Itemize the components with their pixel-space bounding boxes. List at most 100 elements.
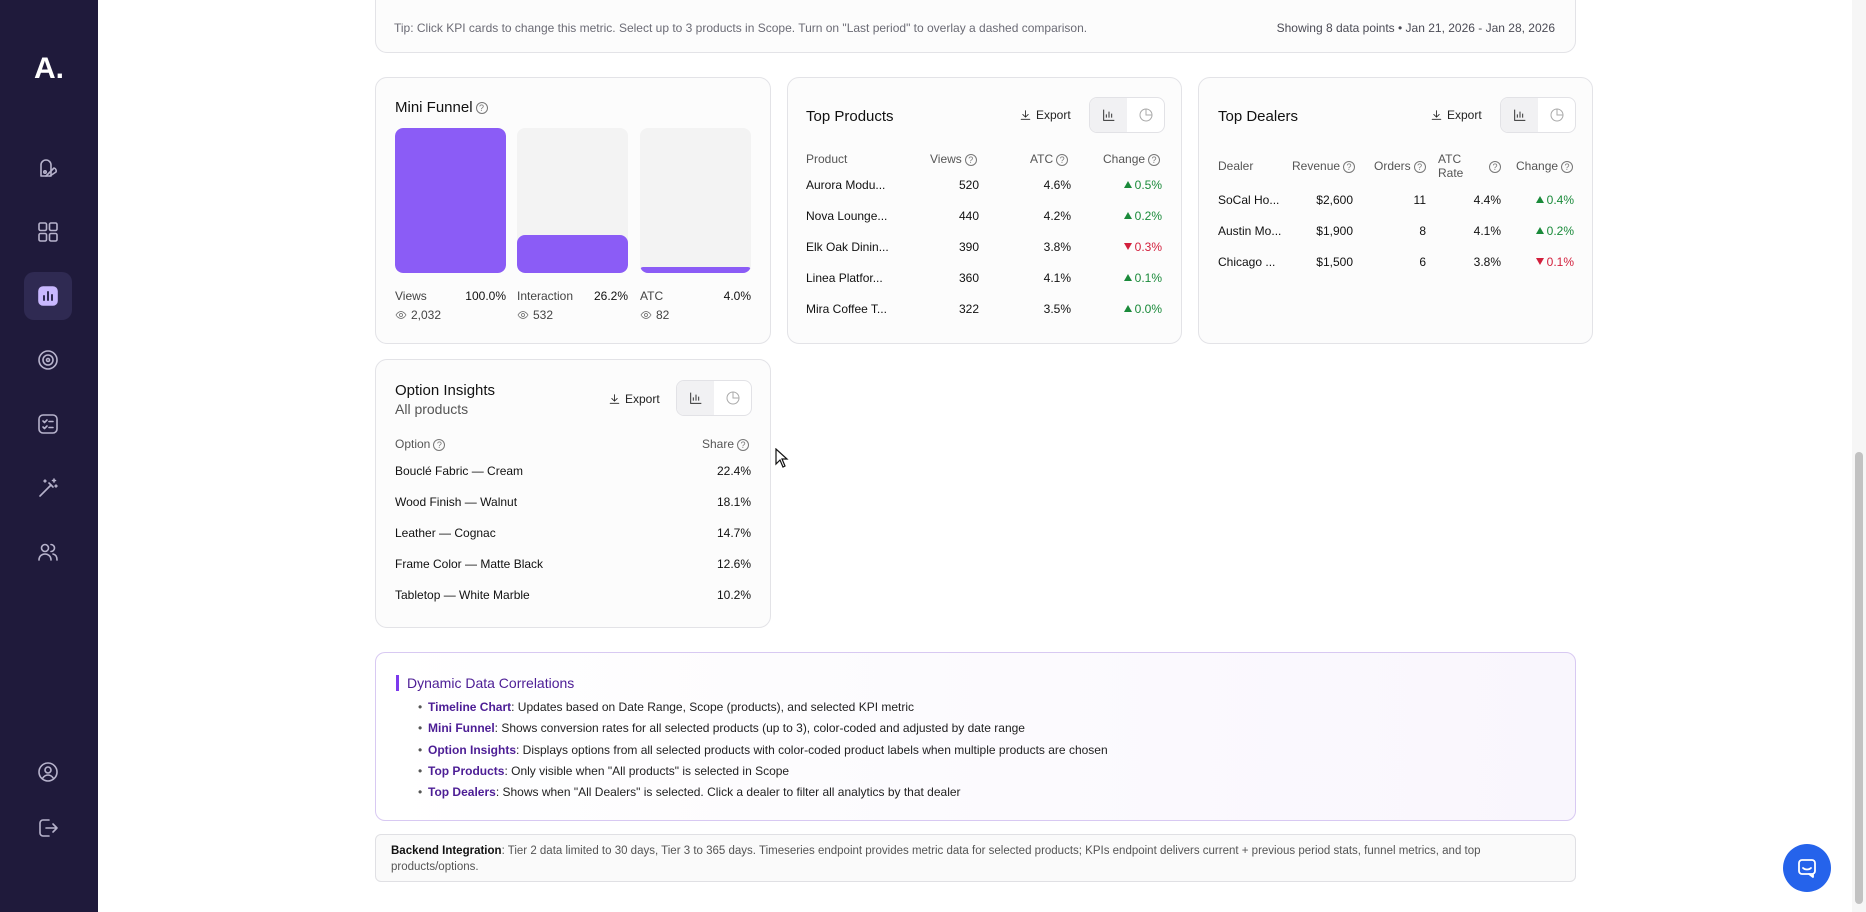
product-name[interactable]: Aurora Modu... <box>806 178 886 192</box>
correlation-item: Option Insights: Displays options from a… <box>418 743 1108 757</box>
top-products-title: Top Products <box>806 108 894 125</box>
option-name: Frame Color — Matte Black <box>395 557 544 571</box>
sidebar: A. <box>0 0 98 912</box>
sidebar-item-design[interactable] <box>24 144 72 192</box>
funnel-label: ATC <box>640 289 664 303</box>
orders-value: 8 <box>1419 224 1426 238</box>
help-icon[interactable]: ? <box>1561 160 1574 173</box>
option-name: Tabletop — White Marble <box>395 588 530 602</box>
atc-value: 3.5% <box>1043 302 1071 316</box>
column-header: Change? <box>1516 159 1574 173</box>
backend-text: Backend Integration: Tier 2 data limited… <box>391 845 1481 873</box>
help-icon[interactable]: ? <box>1343 160 1356 173</box>
funnel-fill-interaction <box>517 235 628 273</box>
grid-icon <box>38 222 58 242</box>
views-value: 390 <box>958 240 979 254</box>
arrow-up-icon <box>1123 305 1132 312</box>
chart-type-toggle <box>1500 97 1576 133</box>
column-header: Orders? <box>1374 159 1426 173</box>
export-button[interactable]: Export <box>1430 108 1482 122</box>
change-value: 0.2% <box>1100 209 1162 223</box>
mouse-cursor-icon <box>775 448 789 468</box>
pie-chart-toggle[interactable] <box>1127 98 1164 132</box>
product-name[interactable]: Elk Oak Dinin... <box>806 240 889 254</box>
sidebar-item-logout[interactable] <box>24 804 72 852</box>
pie-chart-toggle[interactable] <box>714 381 751 415</box>
download-icon <box>1431 109 1442 120</box>
column-header: ? <box>1486 159 1501 173</box>
arrow-down-icon <box>1123 243 1132 250</box>
help-icon[interactable]: ? <box>475 102 488 115</box>
correlation-item: Timeline Chart: Updates based on Date Ra… <box>418 700 914 714</box>
checklist-icon <box>38 414 58 434</box>
atc-value: 4.2% <box>1043 209 1071 223</box>
sidebar-item-tasks[interactable] <box>24 400 72 448</box>
option-name: Bouclé Fabric — Cream <box>395 464 524 478</box>
product-name[interactable]: Mira Coffee T... <box>806 302 887 316</box>
arrow-up-icon <box>1535 196 1544 203</box>
orders-value: 6 <box>1419 255 1426 269</box>
help-icon[interactable]: ? <box>1413 160 1426 173</box>
export-button[interactable]: Export <box>1019 108 1071 122</box>
views-value: 360 <box>958 271 979 285</box>
atc-rate-value: 3.8% <box>1473 255 1501 269</box>
chat-support-button[interactable] <box>1783 844 1831 892</box>
bar-chart-toggle[interactable] <box>677 381 714 415</box>
help-icon[interactable]: ? <box>433 438 446 451</box>
mini-funnel-title: Mini Funnel? <box>395 99 488 116</box>
dealer-name[interactable]: Austin Mo... <box>1218 224 1282 238</box>
views-value: 322 <box>958 302 979 316</box>
product-name[interactable]: Linea Platfor... <box>806 271 883 285</box>
bar-chart-toggle[interactable] <box>1090 98 1127 132</box>
analytics-icon <box>38 286 58 306</box>
download-icon <box>609 393 620 404</box>
help-icon[interactable]: ? <box>737 438 750 451</box>
sidebar-item-analytics[interactable] <box>24 272 72 320</box>
option-share: 10.2% <box>716 588 751 602</box>
help-icon[interactable]: ? <box>964 153 977 166</box>
export-button[interactable]: Export <box>608 392 660 406</box>
column-header: ATC Rate <box>1438 152 1464 180</box>
sidebar-item-dashboard[interactable] <box>24 208 72 256</box>
chart-type-toggle <box>676 380 752 416</box>
option-share: 18.1% <box>716 495 751 509</box>
change-value: 0.0% <box>1100 302 1162 316</box>
arrow-up-icon <box>1123 212 1132 219</box>
column-header: Revenue? <box>1292 159 1356 173</box>
column-header: Product <box>806 152 848 166</box>
orders-value: 11 <box>1413 193 1426 207</box>
correlations-title: Dynamic Data Correlations <box>396 675 574 691</box>
help-icon[interactable]: ? <box>1056 153 1069 166</box>
change-value: 0.2% <box>1510 224 1574 238</box>
pie-chart-toggle[interactable] <box>1538 98 1575 132</box>
revenue-value: $1,900 <box>1316 224 1353 238</box>
tip-text: Tip: Click KPI cards to change this metr… <box>394 21 1088 35</box>
bar-chart-icon <box>1513 109 1525 121</box>
bar-chart-toggle[interactable] <box>1501 98 1538 132</box>
sidebar-item-account[interactable] <box>24 748 72 796</box>
option-insights-card: Option Insights All products Export <box>375 359 771 628</box>
scrollbar-track[interactable] <box>1852 0 1866 912</box>
correlation-item: Top Products: Only visible when "All pro… <box>418 764 789 778</box>
funnel-fill-views <box>395 128 506 273</box>
product-name[interactable]: Nova Lounge... <box>806 209 888 223</box>
sidebar-item-users[interactable] <box>24 528 72 576</box>
option-share: 12.6% <box>716 557 751 571</box>
scrollbar-thumb[interactable] <box>1855 452 1863 904</box>
help-icon[interactable]: ? <box>1148 153 1161 166</box>
dealer-name[interactable]: SoCal Ho... <box>1218 193 1280 207</box>
help-icon[interactable]: ? <box>1489 160 1501 173</box>
app-logo[interactable]: A. <box>34 52 64 85</box>
palette-icon <box>40 159 57 177</box>
sidebar-item-targets[interactable] <box>24 336 72 384</box>
arrow-down-icon <box>1535 258 1544 265</box>
funnel-bar-views <box>395 128 506 273</box>
sidebar-item-magic[interactable] <box>24 464 72 512</box>
dealer-name[interactable]: Chicago ... <box>1218 255 1276 269</box>
arrow-up-icon <box>1123 274 1132 281</box>
users-icon <box>38 543 58 561</box>
option-insights-subtitle: All products <box>395 401 469 417</box>
backend-integration-note: Backend Integration: Tier 2 data limited… <box>375 834 1576 882</box>
column-header: Views? <box>930 152 977 166</box>
target-icon <box>38 350 58 370</box>
